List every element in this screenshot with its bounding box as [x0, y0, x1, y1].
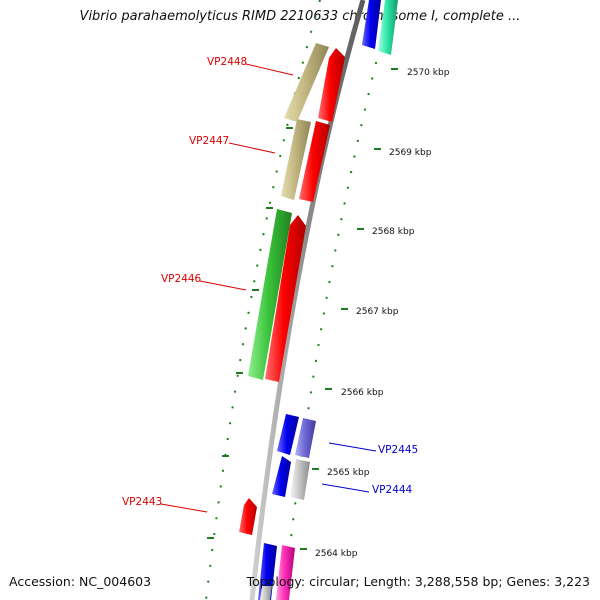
gene-vp2448-cog[interactable] [284, 43, 329, 122]
gene-vp2446[interactable] [265, 215, 306, 382]
gene-label-vp2444[interactable]: VP2444 [372, 484, 413, 496]
gene-features [239, 0, 398, 600]
gene-vp2443[interactable] [239, 498, 257, 535]
topology-stats: Topology: circular; Length: 3,288,558 bp… [246, 574, 590, 589]
gene-bottom-magenta[interactable] [276, 545, 295, 600]
gene-label-leaders [160, 63, 377, 513]
tick-labels: 2564 kbp 2565 kbp 2566 kbp 2567 kbp 2568… [315, 68, 450, 559]
gene-top-teal[interactable] [378, 0, 398, 55]
gene-vp2447[interactable] [299, 121, 330, 202]
accession-text: Accession: NC_004603 [9, 574, 152, 589]
gene-vp2444[interactable] [290, 459, 310, 500]
gene-vp2446-cog[interactable] [248, 209, 292, 380]
gene-top-left-blue[interactable] [362, 0, 381, 49]
gene-label-vp2443[interactable]: VP2443 [122, 496, 162, 508]
gene-label-vp2445[interactable]: VP2445 [378, 444, 418, 456]
tick-label: 2568 kbp [372, 227, 415, 237]
tick-label: 2569 kbp [389, 148, 432, 158]
outer-tick-track [283, 0, 393, 600]
gene-vp2448[interactable] [318, 48, 345, 122]
tick-label: 2567 kbp [356, 307, 399, 317]
tick-label: 2564 kbp [315, 549, 358, 559]
gene-labels: VP2448 VP2447 VP2446 VP2445 VP2444 VP244… [122, 56, 418, 508]
gene-vp2445[interactable] [295, 418, 316, 458]
gene-vp2445-cog[interactable] [277, 414, 299, 455]
tick-label: 2565 kbp [327, 468, 370, 478]
tick-label: 2566 kbp [341, 388, 384, 398]
major-ticks [207, 68, 398, 550]
gene-bottom-blue[interactable] [258, 543, 277, 600]
tick-label: 2570 kbp [407, 68, 450, 78]
gene-label-vp2446[interactable]: VP2446 [161, 273, 202, 285]
gene-bottom-grey[interactable] [260, 586, 272, 600]
gene-label-vp2447[interactable]: VP2447 [189, 135, 229, 147]
gene-label-vp2448[interactable]: VP2448 [207, 56, 247, 68]
gene-vp2444-cog[interactable] [272, 456, 291, 497]
chromosome-backbone [249, 0, 366, 600]
map-title: Vibrio parahaemolyticus RIMD 2210633 chr… [79, 9, 521, 24]
gene-vp2447-cog[interactable] [281, 119, 311, 200]
